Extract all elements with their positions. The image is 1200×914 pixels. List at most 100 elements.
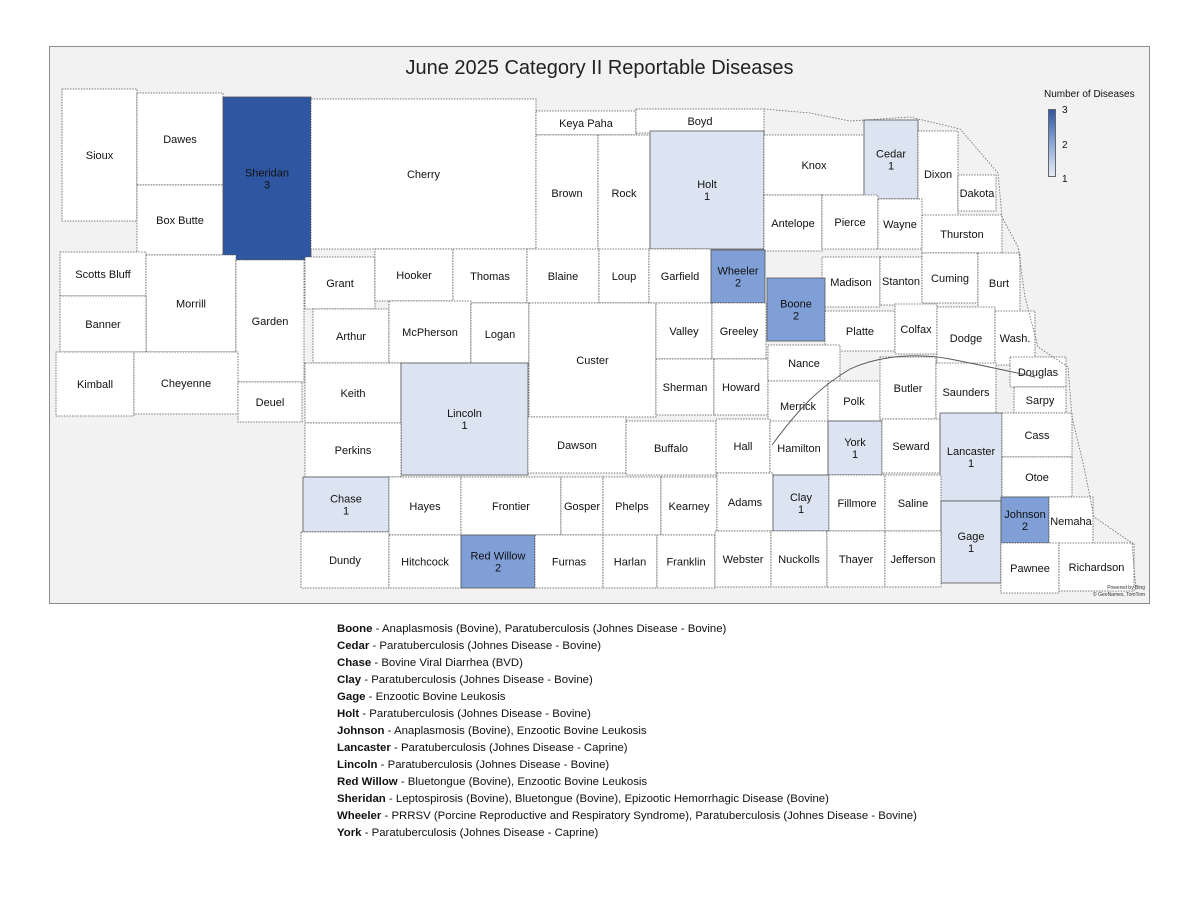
county-name-label: Madison [830, 277, 872, 289]
county-kimball: Kimball [55, 351, 135, 417]
county-name-label: Sherman [663, 382, 708, 394]
county-name-label: Furnas [552, 557, 587, 569]
county-name-label: Wash. [1000, 333, 1031, 345]
county-shape [528, 302, 657, 418]
legend-min-label: 1 [1062, 174, 1068, 185]
county-phelps: Phelps [602, 476, 662, 536]
county-name-label: Jefferson [890, 554, 935, 566]
county-name-label: Perkins [335, 445, 372, 457]
county-keya-paha: Keya Paha [535, 110, 637, 136]
county-name-label: Chase [330, 494, 362, 506]
note-diseases: Paratuberculosis (Johnes Disease - Bovin… [379, 640, 602, 652]
county-name-label: Sheridan [245, 168, 289, 180]
county-count-label: 2 [1022, 521, 1028, 533]
county-name-label: Hitchcock [401, 557, 449, 569]
note-separator: - [385, 793, 396, 805]
county-shape [884, 474, 942, 532]
county-name-label: Gosper [564, 501, 600, 513]
county-name-label: Keith [340, 388, 365, 400]
county-dodge: Dodge [936, 306, 996, 370]
county-shape [763, 134, 865, 196]
county-name-label: Dodge [950, 333, 982, 345]
county-shape [235, 259, 305, 383]
county-name-label: Cherry [407, 169, 441, 181]
county-sarpy: Sarpy [1013, 386, 1067, 414]
county-shape [656, 534, 716, 589]
county-shape [769, 420, 829, 476]
county-name-label: Sioux [86, 150, 114, 162]
disease-note-item: Lancaster - Paratuberculosis (Johnes Dis… [337, 740, 917, 757]
county-gosper: Gosper [560, 476, 604, 536]
county-cuming: Cuming [921, 252, 979, 304]
county-name-label: Custer [576, 355, 609, 367]
county-name-label: Cuming [931, 273, 969, 285]
county-name-label: Pierce [834, 217, 865, 229]
county-thurston: Thurston [921, 214, 1003, 254]
county-shape [710, 249, 766, 304]
note-diseases: Anaplasmosis (Bovine), Enzootic Bovine L… [393, 725, 647, 737]
county-cass: Cass [1001, 412, 1073, 458]
county-pawnee: Pawnee [1000, 542, 1060, 594]
county-shape [136, 184, 224, 256]
county-count-label: 3 [264, 180, 270, 192]
county-morrill: Morrill [145, 254, 237, 353]
county-wayne: Wayne [877, 198, 923, 250]
note-separator: - [381, 810, 392, 822]
county-hitchcock: Hitchcock [388, 534, 462, 589]
legend-mid-label: 2 [1062, 140, 1068, 151]
county-shape [921, 214, 1003, 254]
county-banner: Banner [59, 295, 147, 353]
county-name-label: Keya Paha [559, 118, 614, 130]
county-saline: Saline [884, 474, 942, 532]
county-howard: Howard [713, 358, 769, 416]
map-legend: Number of Diseases 3 2 1 [1044, 89, 1148, 185]
county-shape [824, 310, 896, 352]
county-name-label: Butler [894, 383, 923, 395]
county-nance: Nance [767, 344, 841, 382]
county-name-label: Thayer [839, 554, 874, 566]
note-county-name: Boone [337, 623, 373, 635]
note-separator: - [390, 742, 401, 754]
county-webster: Webster [714, 530, 772, 588]
county-dawson: Dawson [527, 416, 627, 474]
county-madison: Madison [821, 256, 881, 308]
county-name-label: Nemaha [1050, 516, 1092, 528]
note-county-name: Lincoln [337, 759, 378, 771]
county-shape [821, 256, 881, 308]
county-shape [598, 248, 650, 304]
county-shape [921, 252, 979, 304]
county-name-label: Thurston [940, 229, 983, 241]
county-shape [655, 358, 715, 416]
county-logan: Logan [470, 302, 530, 366]
county-shape [713, 358, 769, 416]
county-shape [145, 254, 237, 353]
county-shape [877, 198, 923, 250]
county-name-label: Logan [485, 329, 516, 341]
county-shape [55, 351, 135, 417]
county-name-label: Colfax [900, 324, 932, 336]
map-title: June 2025 Category II Reportable Disease… [405, 57, 794, 79]
county-name-label: Boone [780, 299, 812, 311]
county-name-label: Garfield [661, 271, 700, 283]
county-douglas: Douglas [1009, 356, 1067, 388]
county-mcpherson: McPherson [388, 300, 472, 364]
county-cherry: Cherry [310, 98, 537, 250]
county-shape [597, 134, 651, 252]
county-shape [625, 420, 717, 476]
note-county-name: Clay [337, 674, 362, 686]
note-diseases: Leptospirosis (Bovine), Bluetongue (Bovi… [395, 793, 829, 805]
county-name-label: Lincoln [447, 408, 482, 420]
note-separator: - [365, 691, 376, 703]
county-brown: Brown [535, 134, 599, 252]
county-shape [534, 534, 604, 589]
legend-max-label: 3 [1062, 105, 1068, 116]
county-shape [714, 530, 772, 588]
note-diseases: Bovine Viral Diarrhea (BVD) [381, 657, 523, 669]
county-count-label: 1 [968, 543, 974, 555]
county-name-label: Johnson [1004, 509, 1046, 521]
county-shape [766, 277, 826, 342]
